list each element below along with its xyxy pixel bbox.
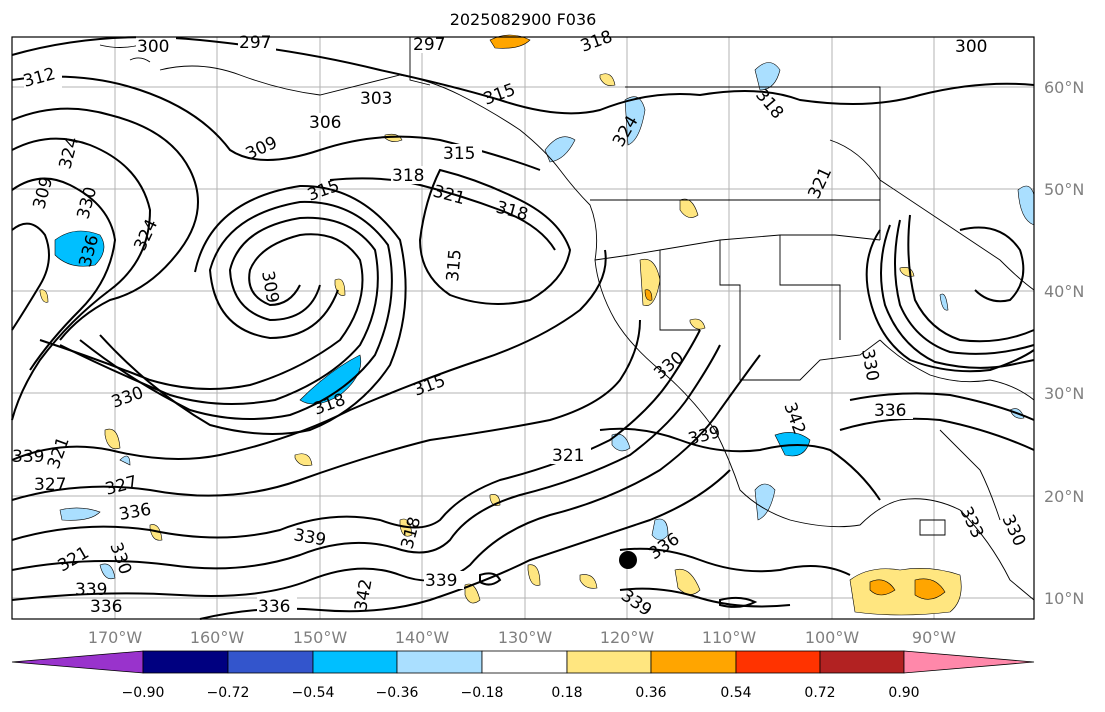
contour-label: 297 — [239, 33, 271, 53]
colorbar-ticks: −0.90 −0.72 −0.54 −0.36 −0.18 0.18 0.36 … — [122, 685, 920, 701]
colorbar-segment — [142, 650, 229, 674]
colorbar-tick: −0.54 — [292, 685, 335, 701]
contour-label: 297 — [413, 35, 445, 55]
colorbar-tick: 0.18 — [551, 685, 582, 701]
colorbar-tick: 0.36 — [635, 685, 666, 701]
lat-label: 60°N — [1044, 78, 1084, 97]
contour-label: 315 — [443, 248, 466, 282]
colorbar-segment — [11, 650, 144, 674]
contours — [11, 36, 1035, 620]
map-border — [11, 36, 1035, 620]
contour-label: 300 — [955, 37, 987, 57]
contour-label: 318 — [392, 166, 424, 186]
lon-label: 90°W — [912, 628, 956, 647]
lat-label: 40°N — [1044, 282, 1084, 301]
lat-label: 50°N — [1044, 180, 1084, 199]
contour-labels: 300 297 297 318 300 312 303 315 306 309 … — [12, 27, 1029, 621]
colorbar-tick: −0.72 — [207, 685, 250, 701]
lon-label: 150°W — [293, 628, 348, 647]
lon-label: 120°W — [600, 628, 655, 647]
contour-label: 336 — [90, 597, 122, 617]
contour-label: 300 — [137, 37, 169, 57]
lat-label: 30°N — [1044, 384, 1084, 403]
colorbar-tick: −0.18 — [461, 685, 504, 701]
contour-label: 306 — [309, 113, 341, 133]
contour-label: 303 — [360, 89, 392, 109]
lon-label: 160°W — [190, 628, 245, 647]
contour-label: 336 — [874, 401, 906, 421]
contour-label: 339 — [75, 580, 107, 600]
contour-label: 321 — [552, 446, 584, 466]
lon-label: 170°W — [88, 628, 143, 647]
latitude-labels: 60°N 50°N 40°N 30°N 20°N 10°N — [1044, 78, 1084, 608]
colorbar-segment — [903, 650, 1035, 674]
contour-label: 327 — [34, 475, 66, 495]
contour-label: 339 — [12, 447, 44, 467]
positive-shading — [39, 34, 962, 616]
lon-label: 130°W — [498, 628, 553, 647]
colorbar-segment — [481, 650, 568, 674]
colorbar-tick: 0.72 — [804, 685, 835, 701]
lon-label: 110°W — [702, 628, 757, 647]
colorbar-segment — [735, 650, 821, 674]
colorbar-segment — [650, 650, 737, 674]
lat-label: 20°N — [1044, 487, 1084, 506]
graticule — [12, 37, 1034, 619]
negative-shading — [54, 62, 1035, 579]
colorbar-tick: −0.36 — [376, 685, 419, 701]
longitude-labels: 170°W 160°W 150°W 140°W 130°W 120°W 110°… — [88, 628, 956, 647]
lat-label: 10°N — [1044, 589, 1084, 608]
colorbar-tick: −0.90 — [122, 685, 165, 701]
colorbar-segment — [566, 650, 652, 674]
colorbar-segment — [312, 650, 398, 674]
contour-label: 339 — [425, 571, 457, 591]
colorbar-tick: 0.90 — [888, 685, 919, 701]
colorbar-segment — [819, 650, 905, 674]
contour-label: 336 — [258, 597, 290, 617]
lon-label: 100°W — [805, 628, 860, 647]
map-title: 2025082900 F036 — [449, 10, 597, 29]
cyclone-marker — [619, 551, 637, 569]
coastlines — [99, 37, 1035, 601]
colorbar-segment — [227, 650, 314, 674]
colorbar-tick: 0.54 — [720, 685, 751, 701]
contour-label: 315 — [443, 144, 475, 164]
colorbar — [11, 650, 1035, 674]
lon-label: 140°W — [395, 628, 450, 647]
colorbar-segment — [396, 650, 483, 674]
